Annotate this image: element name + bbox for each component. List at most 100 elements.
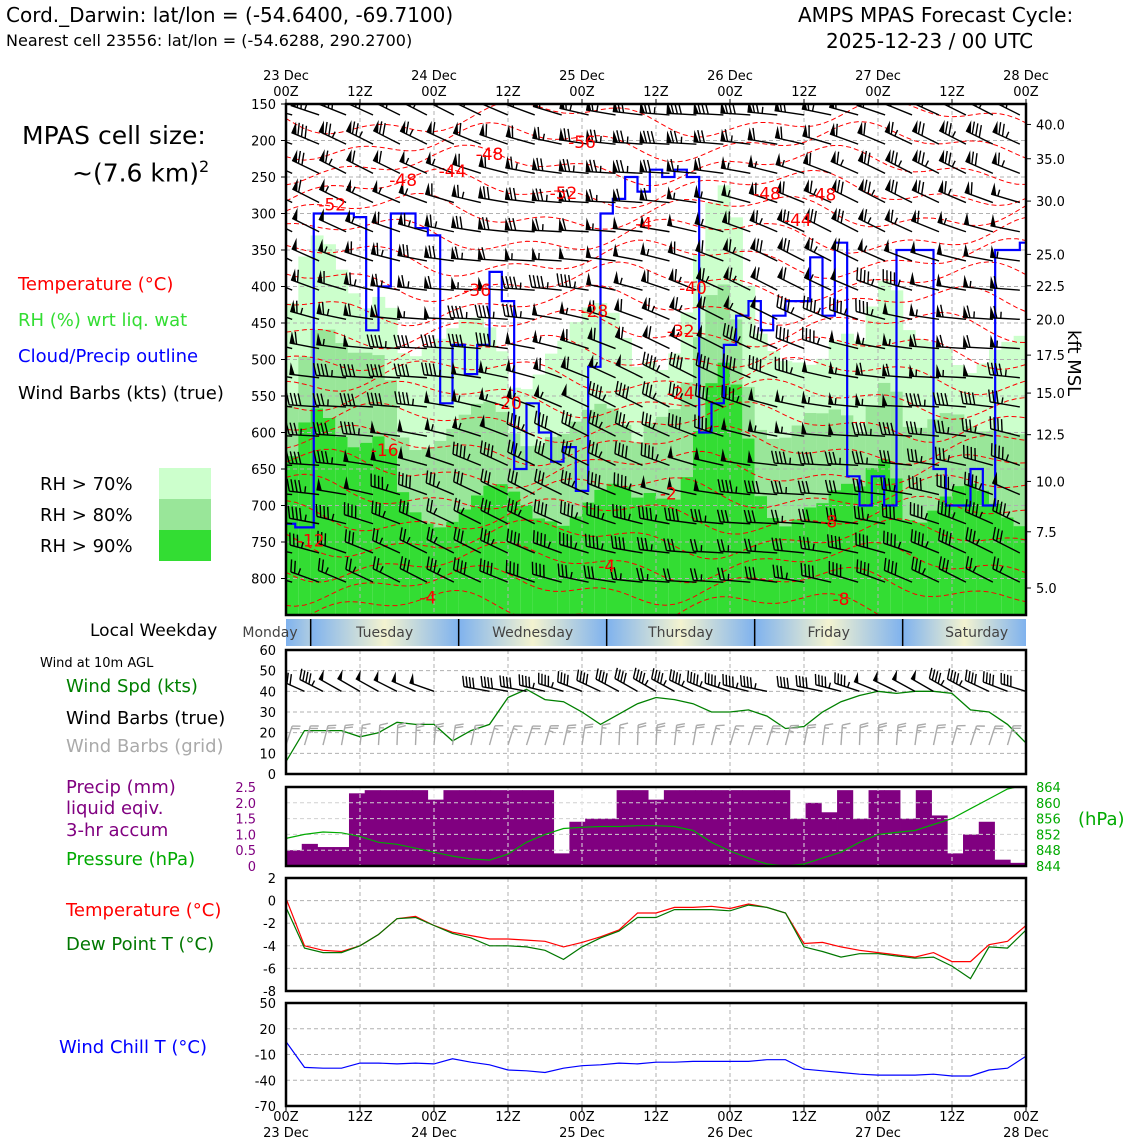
barb-staff (290, 310, 320, 321)
barb-staff (587, 482, 616, 496)
upper-barb (585, 245, 616, 262)
barb-staff (373, 679, 398, 692)
surface-barb-grid (803, 723, 817, 746)
upper-barb (345, 120, 374, 145)
barb-feather (480, 675, 484, 687)
barb-staff (964, 483, 994, 496)
rh-band-90 (1013, 526, 1026, 615)
barb-flag (777, 208, 783, 222)
barb-staff (612, 199, 643, 204)
barb-staff (291, 248, 320, 262)
barb-feather (971, 502, 975, 515)
barb-flag (777, 265, 783, 280)
barb-feather (509, 677, 512, 689)
barb-feather (975, 503, 979, 517)
precip-bar (585, 818, 602, 866)
upper-barb (881, 503, 913, 525)
barb-feather (462, 675, 465, 687)
dew-label: Dew Point T (°C) (66, 934, 215, 955)
barb-feather (999, 530, 1003, 543)
precip-bar (443, 790, 460, 866)
barb-flag (400, 120, 406, 134)
barb-feather (911, 556, 915, 570)
barb-feather (405, 104, 408, 105)
barb-feather (782, 181, 785, 195)
barb-feather (859, 451, 864, 464)
wind-chill-series (286, 1041, 1026, 1077)
barb-feather (486, 186, 490, 200)
barb-feather (743, 675, 746, 687)
barb-feather (642, 159, 648, 173)
upper-barb (932, 392, 966, 408)
barb-staff (479, 570, 509, 583)
barb-feather (432, 335, 437, 348)
barb-feather (478, 304, 483, 318)
barb-feather (675, 415, 678, 429)
surface-barb-grid (636, 722, 647, 746)
upper-barb (883, 238, 913, 262)
upper-barb (398, 499, 428, 525)
upper-barb (938, 149, 967, 174)
barb-feather (833, 508, 837, 521)
barb-feather (917, 532, 921, 545)
barb-flag (478, 154, 484, 168)
precip-bar (868, 790, 885, 866)
barb-half (519, 311, 522, 318)
weekday-cell (458, 619, 607, 646)
barb-flag (829, 122, 836, 136)
barb-half (379, 565, 384, 573)
upper-barb (989, 245, 1020, 262)
barb-staff (371, 512, 401, 525)
barb-flag (858, 178, 864, 192)
barb-feather (402, 557, 407, 571)
barb-feather (804, 563, 807, 577)
barb-feather (1000, 419, 1003, 432)
barb-half (433, 507, 438, 515)
barb-feather (315, 503, 318, 517)
barb-feather (561, 439, 565, 453)
wind-sub-label: Wind at 10m AGL (40, 656, 154, 671)
upper-barb (507, 468, 536, 496)
barb-feather (567, 128, 571, 142)
barb-feather (988, 389, 991, 403)
legend-rh90-label: RH > 90% (40, 536, 133, 557)
upper-barb (936, 304, 967, 321)
upper-barb (910, 209, 940, 233)
barb-staff (452, 426, 482, 437)
rh-band-90 (594, 489, 608, 615)
barb-feather (592, 535, 595, 549)
barb-feather (890, 209, 894, 223)
barb-feather (720, 567, 725, 581)
barb-feather (454, 725, 464, 729)
barb-flag (857, 121, 863, 135)
barb-half (771, 730, 776, 733)
barb-half (571, 480, 576, 488)
barb-staff (318, 677, 342, 692)
upper-barb (911, 178, 940, 204)
barb-feather (755, 357, 758, 371)
barb-feather (297, 122, 300, 136)
barb-half (458, 422, 462, 430)
barb-staff (345, 568, 374, 583)
barb-feather (698, 509, 702, 522)
chill-tick-label: 20 (259, 1023, 276, 1038)
barb-feather (563, 128, 567, 141)
barb-feather (612, 503, 615, 517)
pressure-tick-label: 700 (251, 500, 276, 515)
barb-staff (531, 168, 562, 175)
barb-feather (281, 670, 282, 681)
barb-staff (641, 423, 670, 437)
upper-barb (318, 208, 347, 233)
upper-barb (666, 186, 697, 204)
surface-barb-grid (581, 723, 594, 746)
barb-feather (863, 270, 866, 283)
barb-staff (544, 725, 552, 746)
barb-feather (676, 722, 685, 726)
upper-barb (478, 154, 508, 175)
barb-flag (397, 274, 403, 288)
barb-feather (729, 480, 733, 493)
rh-band-90 (434, 527, 447, 615)
barb-half (572, 165, 575, 173)
barb-flag (397, 243, 403, 257)
upper-barb (938, 119, 967, 145)
